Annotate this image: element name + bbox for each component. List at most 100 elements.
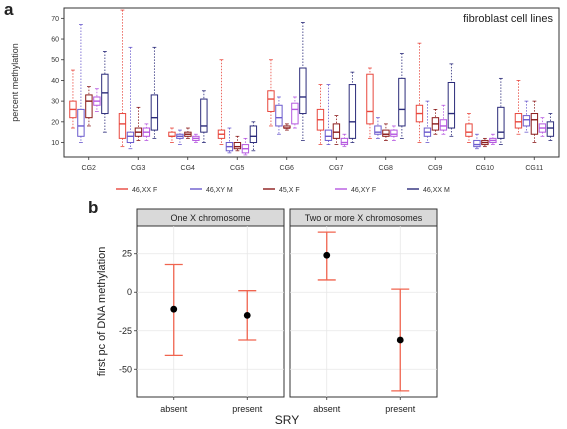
box-CG10-45,X F <box>481 137 489 148</box>
box-CG9-46,XX M <box>447 63 456 137</box>
box-CG9-46,XY F <box>439 104 448 135</box>
box-body <box>126 131 135 144</box>
box-CG11-46,XY F <box>538 117 547 137</box>
box-CG2-46,XY F <box>93 88 101 112</box>
y-tick-label: 70 <box>51 16 59 23</box>
box-body <box>497 106 505 139</box>
box-CG9-45,X F <box>431 109 440 135</box>
panel-a-legend: 46,XX F 46,XY M 45,X F 46,XY F 46,XX M <box>116 187 450 194</box>
box-body <box>233 142 242 150</box>
box-body <box>348 84 357 139</box>
mean-point <box>396 336 404 344</box>
box-CG4-45,X F <box>184 127 192 139</box>
box-CG8-46,XX F <box>366 67 374 139</box>
mean-point <box>170 305 178 313</box>
box-CG10-46,XY M <box>473 133 481 150</box>
y-tick-label: -50 <box>119 364 132 374</box>
box-body <box>332 123 341 139</box>
mean-point <box>323 251 331 259</box>
box-body <box>340 137 349 146</box>
box-body <box>291 102 299 125</box>
box-body <box>200 98 208 133</box>
box-body <box>439 119 448 131</box>
box-CG3-46,XX M <box>150 46 159 139</box>
box-body <box>530 113 539 135</box>
panel-a-label: a <box>4 0 14 19</box>
box-CG4-46,XY F <box>192 133 200 143</box>
x-tick-label: CG7 <box>329 165 344 172</box>
box-CG5-46,XX F <box>217 59 226 145</box>
x-tick-label: absent <box>160 404 188 414</box>
box-CG11-46,XX M <box>546 113 555 141</box>
box-CG2-46,XX F <box>69 69 77 129</box>
facet-title: One X chromosome <box>170 213 250 223</box>
box-CG11-46,XX F <box>514 80 523 135</box>
box-body <box>275 104 283 127</box>
errorbar-present <box>391 288 410 392</box>
x-tick-label: CG10 <box>476 165 494 172</box>
y-tick-label: 50 <box>51 57 59 64</box>
box-body <box>366 73 374 125</box>
box-CG10-46,XX M <box>497 77 505 145</box>
x-tick-label: CG9 <box>428 165 443 172</box>
box-body <box>546 121 555 137</box>
y-tick-label: 60 <box>51 37 59 44</box>
y-tick-label: 40 <box>51 78 59 85</box>
box-CG5-46,XX M <box>249 121 258 152</box>
box-body <box>150 94 159 131</box>
legend-label: 46,XY F <box>351 187 376 194</box>
box-body <box>85 94 93 119</box>
y-tick-label: 10 <box>51 140 59 147</box>
x-tick-label: present <box>232 404 263 414</box>
facet-panel <box>289 225 438 398</box>
x-tick-label: present <box>385 404 416 414</box>
box-CG8-46,XY F <box>390 125 398 141</box>
box-body <box>398 77 406 127</box>
box-body <box>77 108 85 137</box>
box-body <box>267 90 275 112</box>
box-CG6-46,XY F <box>291 96 299 129</box>
box-CG8-45,X F <box>382 123 390 141</box>
y-axis-label: first pc of DNA methylation <box>96 247 108 377</box>
y-tick-label: 20 <box>51 119 59 126</box>
box-CG7-46,XX F <box>316 84 325 145</box>
box-body <box>299 67 307 115</box>
x-tick-label: absent <box>313 404 341 414</box>
box-body <box>465 123 473 137</box>
x-tick-label: CG11 <box>525 165 543 172</box>
box-CG2-45,X F <box>85 86 93 127</box>
box-CG5-46,XY F <box>241 137 250 156</box>
x-tick-label: CG4 <box>181 165 196 172</box>
box-CG2-46,XX M <box>101 51 109 133</box>
box-CG6-46,XX M <box>299 22 307 141</box>
errorbar-present <box>238 290 257 341</box>
y-tick-label: 25 <box>122 249 132 259</box>
box-CG5-45,X F <box>233 135 242 152</box>
box-body <box>374 125 382 135</box>
box-CG2-46,XY M <box>77 24 85 143</box>
box-CG6-46,XX F <box>267 59 275 127</box>
box-CG3-46,XX F <box>118 9 127 148</box>
box-CG4-46,XY M <box>176 129 184 145</box>
facet-2: Two or more X chromosomes absent present <box>289 208 438 414</box>
box-CG10-46,XY F <box>489 133 497 145</box>
box-CG6-45,X F <box>283 123 291 131</box>
box-CG11-46,XY M <box>522 100 531 133</box>
facet-title: Two or more X chromosomes <box>305 213 423 223</box>
errorbar-absent <box>164 263 183 357</box>
box-CG3-46,XY F <box>142 123 151 141</box>
box-body <box>473 139 481 148</box>
legend-label: 46,XX F <box>132 187 157 194</box>
box-CG3-45,X F <box>134 106 143 141</box>
box-CG11-45,X F <box>530 100 539 143</box>
box-CG5-46,XY M <box>225 127 234 154</box>
y-axis-label: percent methylation <box>10 43 20 122</box>
box-CG10-46,XX F <box>465 113 473 143</box>
panel-a-boxplot: fibroblast cell lines 10 20 30 40 50 60 70 perce… <box>10 7 560 172</box>
box-body <box>101 73 109 115</box>
x-tick-label: CG6 <box>280 165 295 172</box>
errorbar-absent <box>317 231 336 281</box>
box-CG7-46,XY M <box>324 84 333 145</box>
box-body <box>390 129 398 137</box>
